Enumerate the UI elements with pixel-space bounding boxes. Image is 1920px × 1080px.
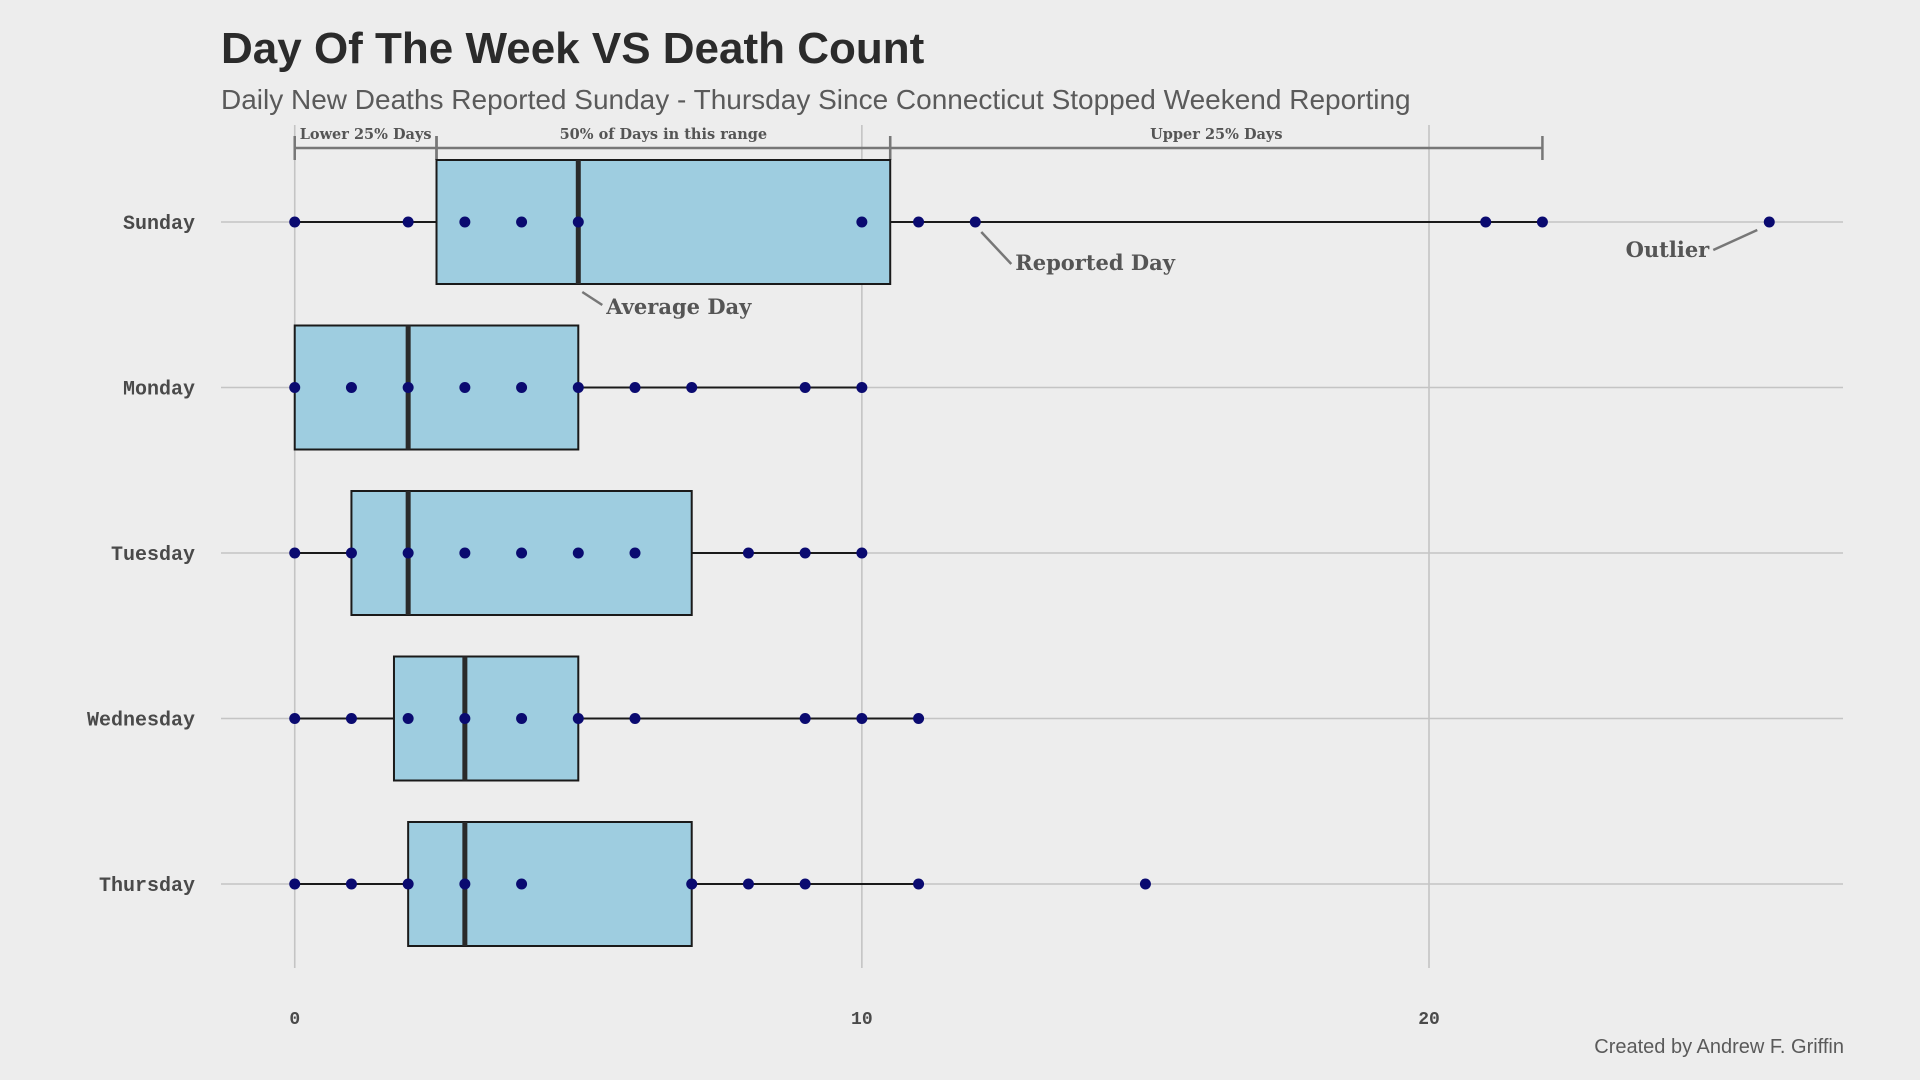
data-point: [345, 878, 357, 890]
chart-title: Day Of The Week VS Death Count: [221, 24, 925, 73]
bracket-line: [888, 136, 1544, 160]
box-iqr: [435, 159, 892, 285]
y-tick-label: Sunday: [123, 213, 195, 236]
data-point: [629, 382, 641, 393]
annotation-label: Average Day: [605, 294, 752, 319]
data-point: [402, 713, 414, 724]
data-point: [686, 382, 698, 393]
data-point: [856, 713, 868, 724]
data-point: [459, 713, 471, 724]
axis-labels: 0 10 20 Sunday Monday Tuesday Wednesday Thursda…: [87, 213, 1440, 1030]
bracket-label: Upper 25% Days: [1150, 126, 1282, 143]
data-point: [402, 547, 414, 559]
bracket-label: Lower 25% Days: [300, 126, 432, 143]
data-point: [516, 878, 528, 890]
data-point: [856, 382, 868, 393]
data-point: [516, 216, 528, 228]
chart-caption: Created by Andrew F. Griffin: [1594, 1036, 1844, 1058]
data-point: [459, 216, 471, 228]
data-point: [459, 547, 471, 559]
data-point: [1763, 216, 1775, 228]
annotation: Reported Day: [980, 231, 1176, 275]
data-point: [289, 547, 301, 559]
data-point: [1480, 216, 1492, 228]
data-point: [969, 216, 981, 228]
data-point: [516, 382, 528, 393]
range-brackets: Lower 25% Days 50% of Days in this range U…: [293, 126, 1544, 160]
data-point: [289, 216, 301, 228]
data-point: [402, 216, 414, 228]
data-point: [572, 713, 584, 724]
data-point: [913, 878, 925, 890]
annotation-leader: [581, 290, 603, 307]
data-point: [289, 382, 301, 393]
data-point: [289, 713, 301, 724]
box-series: [289, 159, 1775, 947]
annotation: Outlier: [1626, 228, 1758, 262]
data-point: [459, 382, 471, 393]
annotation: Average Day: [581, 290, 752, 319]
data-point: [799, 382, 811, 393]
data-point: [1536, 216, 1548, 228]
annotations: Average Day Reported Day Outlier: [581, 228, 1758, 319]
data-point: [572, 216, 584, 228]
x-tick-label: 0: [289, 1010, 300, 1030]
data-point: [289, 878, 301, 890]
data-point: [629, 547, 641, 559]
y-tick-label: Thursday: [99, 875, 195, 898]
range-bracket: Upper 25% Days: [888, 126, 1544, 160]
annotation-label: Outlier: [1626, 237, 1711, 262]
x-tick-label: 10: [851, 1010, 873, 1030]
data-point: [345, 547, 357, 559]
data-point: [742, 547, 754, 559]
data-point: [572, 382, 584, 393]
data-point: [516, 547, 528, 559]
data-point: [345, 382, 357, 393]
annotation-leader: [1712, 228, 1758, 252]
box-iqr: [293, 324, 580, 451]
data-point: [742, 878, 754, 890]
box-iqr: [407, 821, 693, 947]
range-bracket: 50% of Days in this range: [435, 126, 892, 160]
box-iqr: [392, 655, 580, 782]
data-point: [913, 216, 925, 228]
data-point: [516, 713, 528, 724]
box-series-sunday: [289, 159, 1775, 285]
data-point: [572, 547, 584, 559]
data-point: [799, 878, 811, 890]
y-tick-label: Monday: [123, 379, 195, 402]
annotation-leader: [980, 231, 1013, 265]
data-point: [629, 713, 641, 724]
data-point: [856, 547, 868, 559]
x-tick-label: 20: [1418, 1010, 1440, 1030]
box-series-tuesday: [289, 490, 868, 616]
data-point: [459, 878, 471, 890]
data-point: [913, 713, 925, 724]
data-point: [799, 547, 811, 559]
range-bracket: Lower 25% Days: [293, 126, 438, 160]
data-point: [402, 878, 414, 890]
data-point: [799, 713, 811, 724]
y-tick-label: Wednesday: [87, 710, 195, 733]
bracket-label: 50% of Days in this range: [560, 126, 768, 143]
data-point: [345, 713, 357, 724]
data-point: [686, 878, 698, 890]
chart-subtitle: Daily New Deaths Reported Sunday - Thurs…: [221, 84, 1411, 115]
data-point: [1139, 878, 1151, 890]
box-series-monday: [289, 324, 868, 451]
data-point: [856, 216, 868, 228]
box-series-wednesday: [289, 655, 925, 782]
annotation-label: Reported Day: [1015, 250, 1175, 275]
box-series-thursday: [289, 821, 1151, 947]
y-tick-label: Tuesday: [111, 544, 195, 567]
data-point: [402, 382, 414, 393]
